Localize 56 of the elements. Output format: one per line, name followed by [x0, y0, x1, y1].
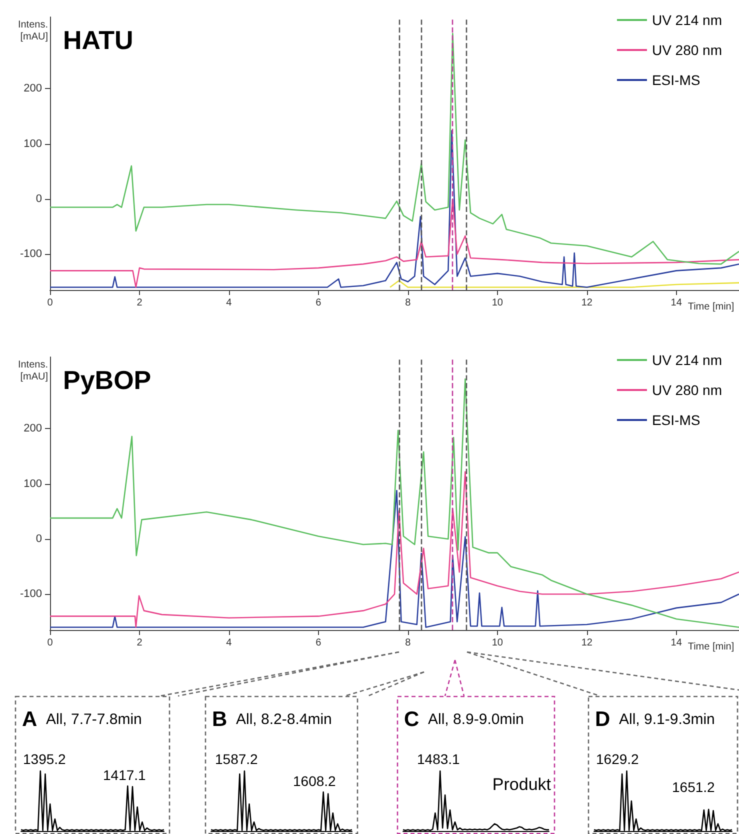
x-tick-label: 10 [492, 298, 504, 308]
chart-subtitle: All, 9.1-9.3min [619, 711, 715, 728]
line-series [49, 32, 739, 265]
chart-subtitle: All, 8.9-9.0min [428, 711, 524, 728]
x-tick-label: 2 [136, 298, 143, 308]
line-series [49, 130, 739, 288]
x-tick-label: 12 [581, 638, 593, 648]
text: 1629.2 [596, 751, 640, 767]
x-axis-title: Time [min] [688, 302, 734, 312]
chart-title: A [22, 708, 38, 731]
x-axis-title: Time [min] [688, 642, 734, 652]
x-tick-label: 2 [136, 638, 143, 648]
annotation: Produkt [492, 775, 552, 794]
x-tick-label: 0 [47, 298, 54, 308]
annotation: 1417.1 [103, 767, 146, 783]
chart-subtitle: All, 7.7-7.8min [46, 711, 142, 728]
x-tick-label: 8 [405, 638, 412, 648]
chart-subtitle: All, 8.2-8.4min [236, 711, 332, 728]
annotation: 1651.2 [672, 779, 716, 795]
legend-label: UV 280 nm [652, 382, 722, 398]
annotation: 1608.2 [293, 773, 336, 789]
y-tick-label: -100 [20, 248, 42, 260]
text: 1395.2 [23, 751, 66, 767]
chart-title: B [212, 708, 228, 731]
y-tick-label: 100 [24, 478, 42, 490]
y-tick-label: -100 [20, 588, 42, 600]
legend-label: UV 280 nm [652, 42, 722, 58]
y-tick-label: 100 [24, 138, 42, 150]
x-tick-label: 10 [492, 638, 504, 648]
text: 1483.1 [417, 751, 460, 767]
y-axis-title: Intens. [mAU] [18, 20, 48, 42]
y-tick-label: 0 [36, 193, 42, 205]
x-tick-label: 14 [670, 638, 682, 648]
x-tick-label: 6 [316, 638, 322, 648]
x-tick-label: 12 [581, 298, 593, 308]
x-tick-label: 14 [670, 298, 682, 308]
text: 1587.2 [215, 751, 258, 767]
legend-label: ESI-MS [652, 72, 700, 88]
x-tick-label: 8 [405, 298, 412, 308]
x-tick-label: 0 [47, 638, 54, 648]
y-tick-label: 0 [36, 533, 42, 545]
x-tick-label: 6 [316, 298, 322, 308]
line-series [49, 198, 739, 288]
line-series [389, 280, 739, 288]
x-tick-label: 4 [226, 638, 232, 648]
y-axis-title: Intens. [mAU] [18, 360, 48, 382]
chart-title: PyBOP [63, 365, 152, 395]
legend-label: UV 214 nm [652, 12, 722, 28]
chart-title: D [595, 708, 610, 731]
chart-title: HATU [63, 25, 134, 55]
y-tick-label: 200 [24, 82, 42, 95]
chart-title: C [404, 708, 420, 731]
legend-label: ESI-MS [652, 412, 700, 428]
legend-label: UV 214 nm [652, 352, 722, 368]
y-tick-label: 200 [24, 422, 42, 435]
x-tick-label: 4 [226, 298, 232, 308]
